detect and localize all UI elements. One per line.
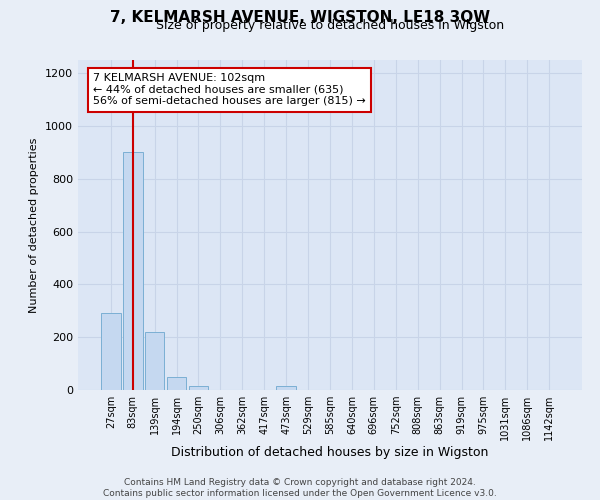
Text: 7, KELMARSH AVENUE, WIGSTON, LE18 3QW: 7, KELMARSH AVENUE, WIGSTON, LE18 3QW <box>110 10 490 25</box>
Text: 7 KELMARSH AVENUE: 102sqm
← 44% of detached houses are smaller (635)
56% of semi: 7 KELMARSH AVENUE: 102sqm ← 44% of detac… <box>93 73 366 106</box>
Y-axis label: Number of detached properties: Number of detached properties <box>29 138 40 312</box>
Bar <box>276 386 296 390</box>
X-axis label: Distribution of detached houses by size in Wigston: Distribution of detached houses by size … <box>172 446 488 459</box>
Title: Size of property relative to detached houses in Wigston: Size of property relative to detached ho… <box>156 20 504 32</box>
Text: Contains HM Land Registry data © Crown copyright and database right 2024.
Contai: Contains HM Land Registry data © Crown c… <box>103 478 497 498</box>
Bar <box>123 152 143 390</box>
Bar <box>101 314 121 390</box>
Bar <box>167 377 187 390</box>
Bar <box>145 332 164 390</box>
Bar <box>188 386 208 390</box>
